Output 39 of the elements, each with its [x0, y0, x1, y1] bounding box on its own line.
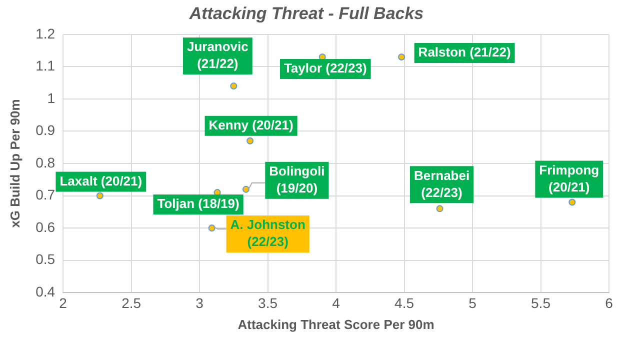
y-axis-title: xG Build Up Per 90m [7, 99, 22, 228]
data-label: Laxalt (20/21) [60, 173, 142, 188]
point [246, 137, 254, 144]
data-label: A. Johnston (22/23) [230, 217, 306, 250]
y-tick-label: 0.9 [36, 122, 56, 138]
x-tick-label: 2 [59, 294, 68, 311]
data-label: Toljan (18/19) [157, 196, 240, 212]
point [398, 53, 406, 60]
y-tick-label: 0.5 [36, 251, 56, 268]
point [242, 186, 250, 193]
chart-title: Attacking Threat - Full Backs [188, 4, 424, 23]
data-label: Juranovic (21/22) [186, 39, 248, 72]
data-label: Ralston (21/22) [418, 44, 511, 60]
point [568, 198, 576, 206]
point [208, 224, 216, 232]
x-tick-label: 4 [332, 294, 340, 311]
y-tick-label: 1.1 [36, 58, 56, 74]
x-tick-label: 3 [196, 294, 204, 311]
x-tick-label: 5.5 [531, 294, 551, 311]
y-tick-label: 0.4 [36, 283, 56, 300]
y-tick-label: 0.6 [36, 218, 56, 235]
x-tick-label: 5 [468, 294, 477, 311]
y-tick-label: 0.8 [36, 154, 56, 170]
data-label: Bolingoli (19/20) [269, 163, 325, 196]
x-tick-label: 4.5 [394, 294, 414, 311]
data-label: Frimpong (20/21) [539, 162, 600, 194]
x-axis-title: Attacking Threat Score Per 90m [238, 316, 434, 332]
y-tick-label: 0.7 [36, 186, 56, 203]
point [436, 205, 444, 212]
data-label: Taylor (22/23) [284, 60, 367, 76]
point [96, 192, 104, 200]
x-tick-label: 2.5 [122, 294, 142, 311]
x-tick-label: 3.5 [258, 294, 278, 311]
x-tick-label: 6 [605, 294, 614, 311]
data-label: Bernabei (22/23) [414, 168, 470, 200]
y-tick-label: 1.2 [36, 25, 56, 42]
data-label: Kenny (20/21) [208, 117, 294, 132]
y-tick-label: 1 [47, 90, 56, 106]
point [230, 82, 238, 90]
